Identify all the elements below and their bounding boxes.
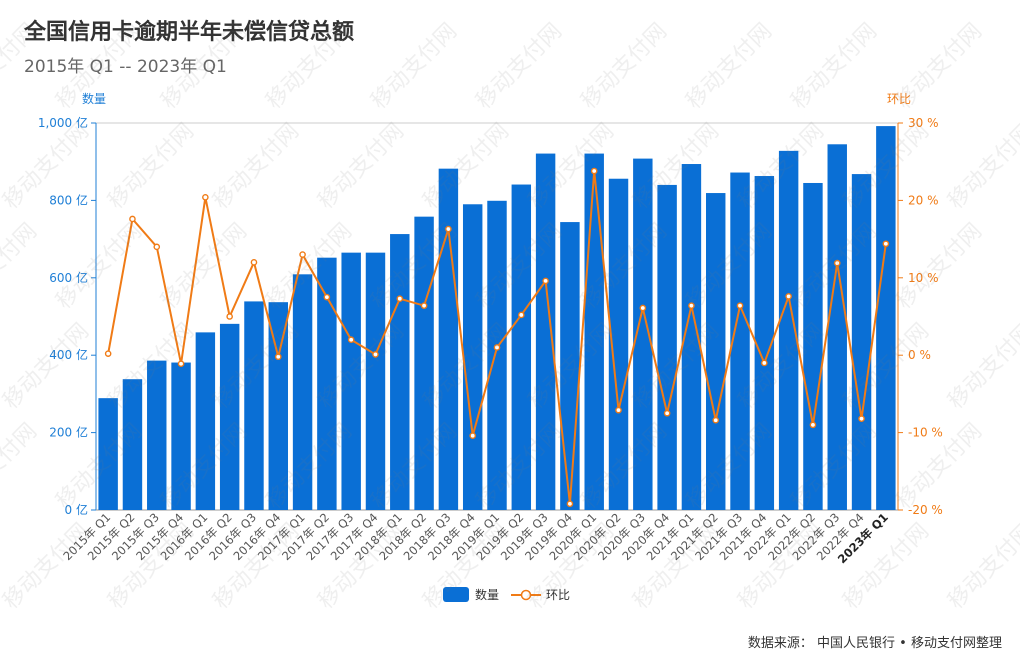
line-point: [493, 344, 501, 351]
line-point: [104, 350, 112, 357]
left-y-tick-label: 800 亿: [49, 192, 88, 207]
bar: [390, 234, 410, 510]
line-point: [639, 304, 647, 312]
left-y-tick-label: 1,000 亿: [38, 115, 88, 130]
bar: [244, 301, 264, 510]
bar: [754, 176, 775, 511]
line-point: [202, 194, 209, 201]
line-point: [566, 500, 574, 508]
line-point: [177, 360, 185, 368]
right-y-tick-label: 30 %: [908, 116, 939, 130]
legend-swatch-bar: [443, 587, 469, 602]
line-point: [518, 311, 525, 319]
bar: [827, 144, 847, 510]
bar: [681, 164, 702, 510]
line-point: [809, 421, 817, 429]
line-point: [396, 295, 404, 302]
line-point: [882, 240, 890, 248]
bar: [122, 379, 143, 510]
bar: [414, 216, 434, 511]
right-y-tick-label: 0 %: [908, 348, 931, 362]
bar: [706, 193, 726, 510]
line-point: [226, 313, 233, 320]
bar: [535, 153, 556, 510]
line-point: [663, 409, 671, 417]
line-point: [542, 277, 549, 285]
bar: [584, 153, 604, 510]
line-point: [833, 259, 841, 267]
line-point: [323, 293, 331, 301]
bar: [268, 302, 288, 510]
right-y-axis-title: 环比: [887, 92, 911, 106]
bar: [438, 168, 459, 510]
left-y-axis-title: 数量: [82, 91, 106, 106]
bar: [511, 184, 532, 510]
bar: [147, 360, 167, 510]
line-point: [615, 406, 622, 414]
chart-subtitle: 2015年 Q1 -- 2023年 Q1: [24, 57, 227, 77]
bar: [876, 126, 896, 510]
line-point: [761, 359, 768, 367]
bar: [292, 274, 313, 510]
right-y-tick-label: -20 %: [908, 503, 943, 517]
line-point: [736, 302, 744, 309]
line-point: [299, 251, 306, 258]
bar: [633, 158, 653, 510]
bar: [560, 222, 580, 510]
bar: [219, 323, 240, 510]
bar: [365, 252, 386, 510]
data-source: 数据来源： 中国人民银行 • 移动支付网整理: [747, 636, 1002, 651]
bar: [608, 178, 629, 510]
right-y-tick-label: 10 %: [908, 271, 939, 285]
line-point: [250, 259, 258, 266]
bar: [341, 252, 361, 510]
line-point: [469, 432, 476, 439]
legend-label-bar: 数量: [475, 587, 499, 602]
line-point: [712, 416, 720, 424]
line-point: [688, 302, 695, 309]
right-y-tick-label: -10 %: [908, 426, 943, 440]
line-point: [445, 225, 452, 233]
left-y-tick-label: 400 亿: [49, 347, 88, 362]
right-y-tick-label: 20 %: [908, 193, 939, 207]
bar: [98, 398, 118, 510]
line-point: [347, 336, 355, 344]
bar: [462, 204, 483, 510]
bar: [657, 184, 677, 511]
line-point: [129, 215, 136, 223]
bar: [778, 150, 799, 510]
bar: [195, 332, 216, 510]
bar: [487, 200, 507, 511]
left-y-tick-label: 600 亿: [49, 270, 88, 285]
bar: [803, 182, 823, 511]
line-point: [274, 353, 282, 361]
chart-title: 全国信用卡逾期半年未偿信贷总额: [24, 20, 355, 45]
line-point: [858, 415, 865, 422]
line-point: [420, 302, 428, 309]
bar: [730, 172, 750, 510]
left-y-tick-label: 0 亿: [65, 502, 88, 517]
bar: [171, 362, 191, 510]
bar: [851, 174, 872, 511]
line-point: [372, 351, 379, 358]
legend-swatch-marker: [520, 589, 532, 601]
line-point: [785, 293, 792, 300]
line-point: [590, 167, 598, 175]
line-point: [153, 243, 161, 251]
legend-label-line: 环比: [546, 588, 570, 602]
bar: [317, 257, 337, 510]
left-y-tick-label: 200 亿: [49, 425, 88, 440]
